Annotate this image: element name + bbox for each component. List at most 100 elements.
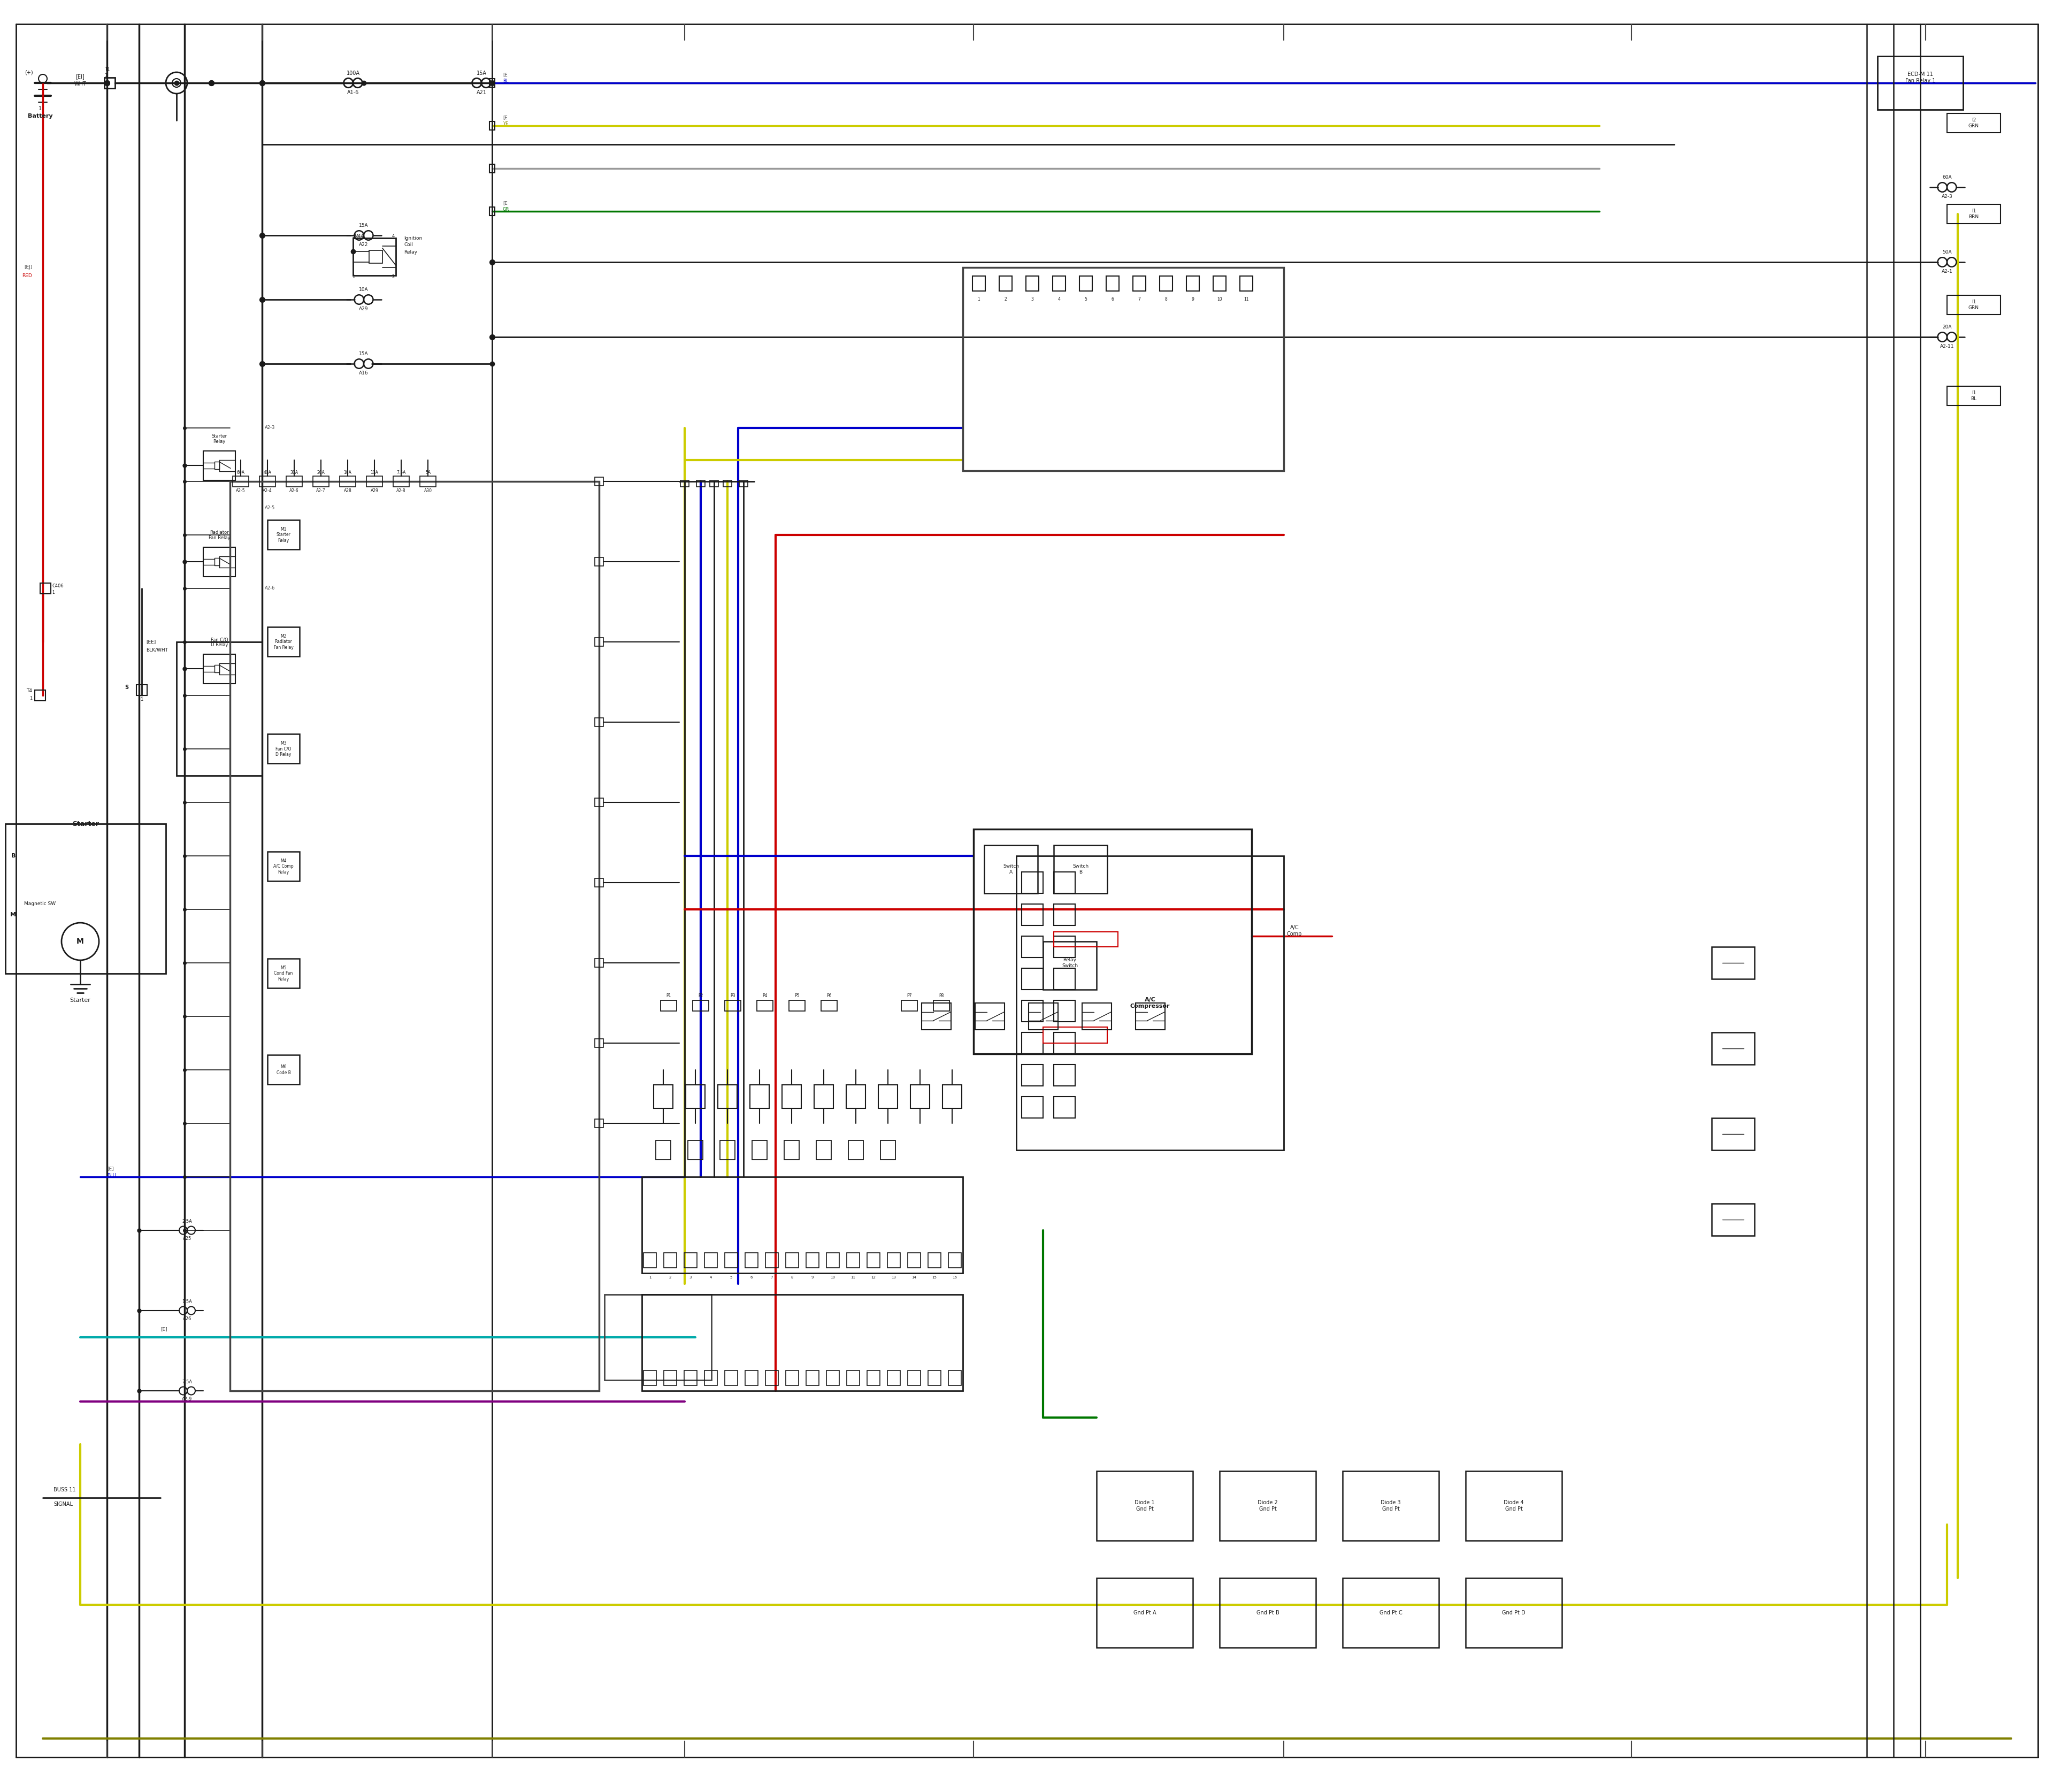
Bar bbox=[822, 1000, 838, 1011]
Text: 9: 9 bbox=[811, 1276, 813, 1279]
Bar bbox=[1134, 276, 1146, 290]
Bar bbox=[267, 520, 300, 550]
Bar bbox=[203, 547, 236, 577]
Bar bbox=[815, 1140, 832, 1159]
Text: 15A: 15A bbox=[477, 70, 487, 75]
Bar bbox=[1080, 276, 1093, 290]
Bar bbox=[1021, 968, 1043, 989]
Bar bbox=[725, 1000, 741, 1011]
Bar bbox=[1021, 903, 1043, 925]
Text: P6: P6 bbox=[826, 993, 832, 998]
Bar bbox=[1343, 1579, 1440, 1647]
Bar bbox=[846, 1084, 865, 1109]
Text: 8: 8 bbox=[1165, 297, 1167, 303]
Bar bbox=[1136, 1004, 1165, 1030]
Bar bbox=[756, 1000, 772, 1011]
Bar bbox=[949, 1253, 961, 1267]
Text: 10A: 10A bbox=[370, 471, 378, 475]
Bar bbox=[35, 690, 45, 701]
Text: BLU: BLU bbox=[107, 1174, 117, 1177]
Bar bbox=[684, 1253, 696, 1267]
Bar bbox=[783, 1084, 801, 1109]
Text: 7.5A: 7.5A bbox=[183, 1380, 193, 1385]
Bar bbox=[746, 1253, 758, 1267]
Bar bbox=[1021, 1097, 1043, 1118]
Text: Radiator
Fan Relay: Radiator Fan Relay bbox=[207, 530, 230, 541]
Bar bbox=[1711, 1118, 1754, 1150]
Bar bbox=[232, 477, 249, 487]
Text: T1: T1 bbox=[105, 66, 109, 72]
Text: 4: 4 bbox=[1058, 297, 1060, 303]
Bar bbox=[696, 480, 705, 487]
Text: A/C
Comp: A/C Comp bbox=[1288, 925, 1302, 937]
Text: 6: 6 bbox=[750, 1276, 752, 1279]
Bar bbox=[1877, 56, 1964, 109]
Bar bbox=[813, 1084, 834, 1109]
Text: M6
Code B: M6 Code B bbox=[277, 1064, 292, 1075]
Bar bbox=[136, 685, 148, 695]
Text: P3: P3 bbox=[731, 993, 735, 998]
Bar bbox=[984, 846, 1037, 894]
Bar bbox=[725, 1371, 737, 1385]
Bar bbox=[596, 797, 604, 806]
Text: GR: GR bbox=[503, 206, 509, 211]
Text: P1: P1 bbox=[665, 993, 672, 998]
Bar bbox=[943, 1084, 961, 1109]
Text: RED: RED bbox=[23, 272, 33, 278]
Text: M: M bbox=[10, 912, 16, 918]
Text: 10A: 10A bbox=[343, 471, 351, 475]
Bar bbox=[643, 1371, 657, 1385]
Text: Gnd Pt D: Gnd Pt D bbox=[1501, 1611, 1526, 1615]
Text: A1-6: A1-6 bbox=[347, 90, 359, 95]
Text: A25: A25 bbox=[183, 1236, 191, 1242]
Bar bbox=[1711, 1204, 1754, 1236]
Text: 4: 4 bbox=[392, 235, 394, 238]
Text: 15: 15 bbox=[933, 1276, 937, 1279]
Bar bbox=[1054, 935, 1074, 957]
Bar bbox=[826, 1253, 840, 1267]
Text: Ignition: Ignition bbox=[405, 235, 423, 240]
Text: 1: 1 bbox=[649, 1276, 651, 1279]
Text: 1.5A: 1.5A bbox=[183, 1299, 193, 1305]
Text: A2-3: A2-3 bbox=[265, 425, 275, 430]
Text: 1: 1 bbox=[105, 73, 107, 77]
Bar bbox=[1467, 1471, 1561, 1541]
Text: A21: A21 bbox=[477, 90, 487, 95]
Text: A/C
Compressor: A/C Compressor bbox=[1130, 996, 1171, 1009]
Text: 30A: 30A bbox=[290, 471, 298, 475]
Text: 100A: 100A bbox=[347, 70, 359, 75]
Bar bbox=[286, 477, 302, 487]
Text: 3: 3 bbox=[1031, 297, 1033, 303]
Bar bbox=[1054, 1097, 1074, 1118]
Bar bbox=[846, 1371, 859, 1385]
Text: Diode 2
Gnd Pt: Diode 2 Gnd Pt bbox=[1257, 1500, 1278, 1512]
Bar bbox=[1241, 276, 1253, 290]
Text: 14: 14 bbox=[912, 1276, 916, 1279]
Bar bbox=[711, 480, 719, 487]
Bar bbox=[1021, 1000, 1043, 1021]
Bar bbox=[596, 1118, 604, 1127]
Bar bbox=[419, 477, 435, 487]
Text: A2-5: A2-5 bbox=[265, 505, 275, 511]
Text: A2-6: A2-6 bbox=[290, 489, 300, 493]
Text: 5A: 5A bbox=[425, 471, 431, 475]
Text: B: B bbox=[10, 853, 16, 858]
Bar bbox=[1052, 276, 1066, 290]
Bar bbox=[1054, 1032, 1074, 1054]
Text: Diode 1
Gnd Pt: Diode 1 Gnd Pt bbox=[1134, 1500, 1154, 1512]
Text: I2
GRN: I2 GRN bbox=[1968, 118, 1980, 129]
Text: P8: P8 bbox=[939, 993, 945, 998]
Text: 7: 7 bbox=[770, 1276, 772, 1279]
Bar bbox=[1947, 296, 2001, 315]
Bar bbox=[353, 238, 396, 276]
Bar bbox=[976, 1004, 1004, 1030]
Text: 8: 8 bbox=[791, 1276, 793, 1279]
Bar bbox=[1021, 1064, 1043, 1086]
Bar bbox=[826, 1371, 840, 1385]
Bar bbox=[908, 1253, 920, 1267]
Text: 1: 1 bbox=[39, 106, 41, 111]
Text: [E: [E bbox=[503, 201, 507, 206]
Text: Magnetic SW: Magnetic SW bbox=[25, 901, 55, 907]
Bar bbox=[6, 824, 166, 973]
Bar bbox=[177, 642, 263, 776]
